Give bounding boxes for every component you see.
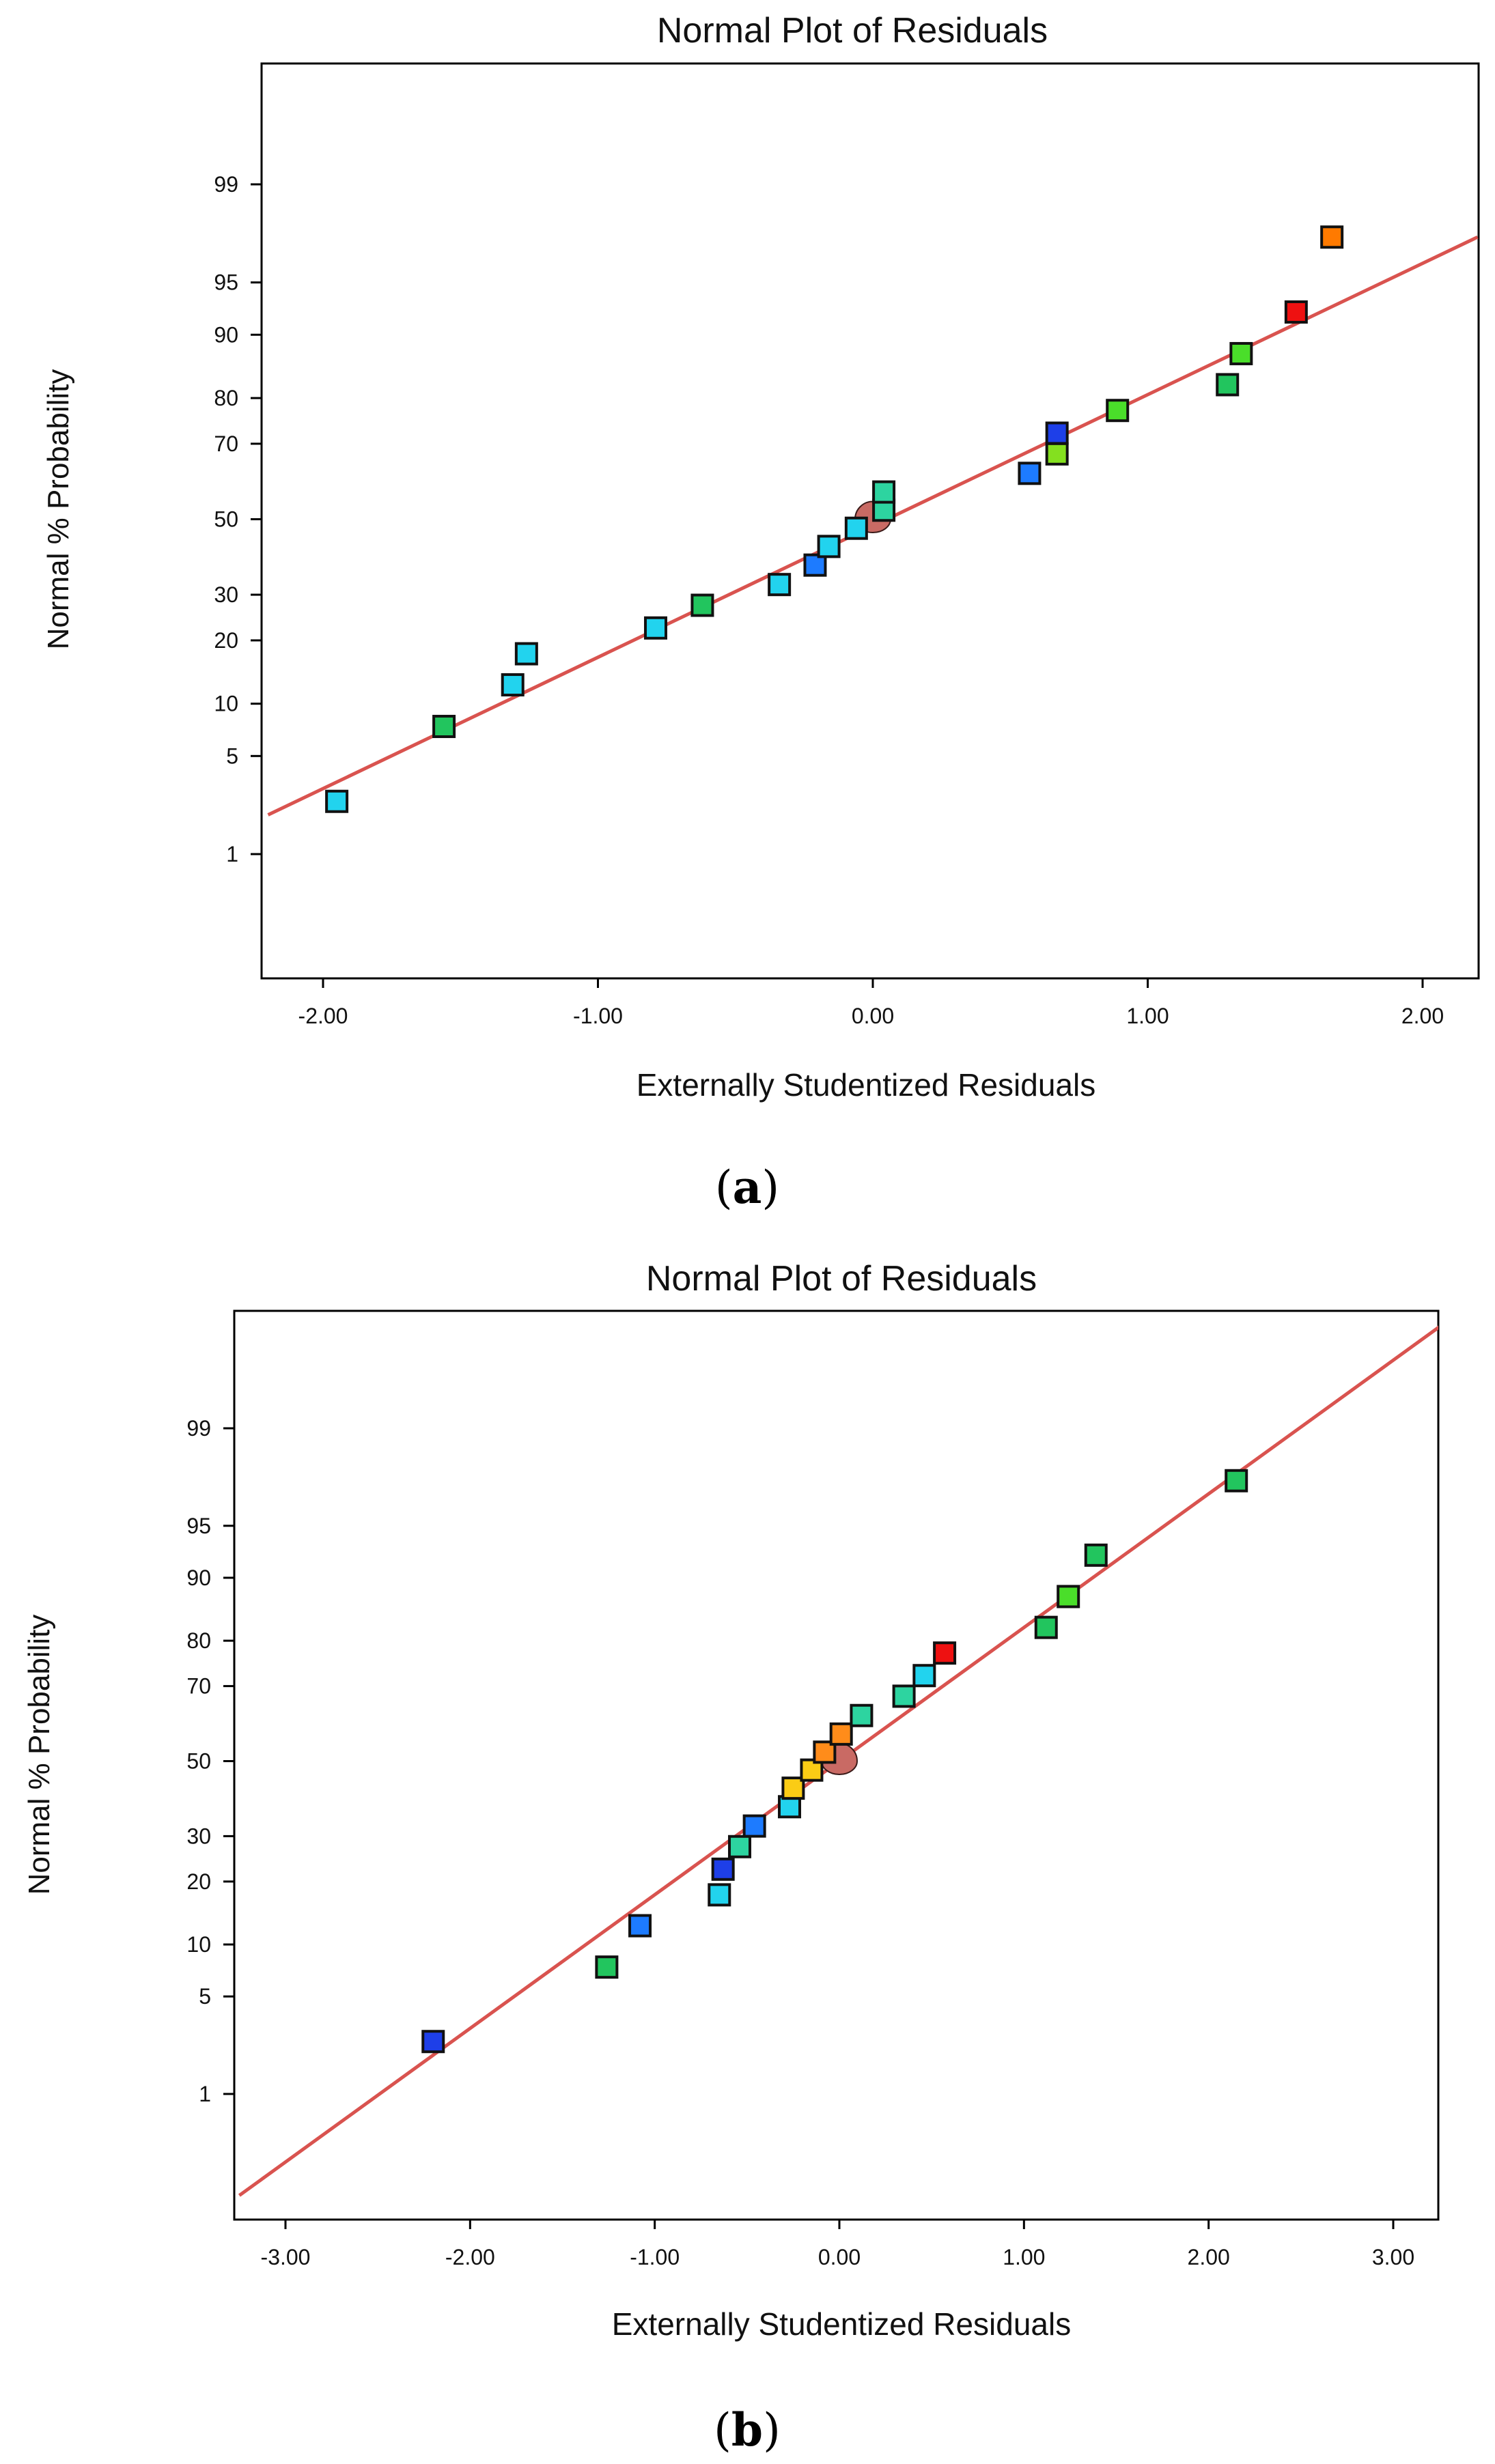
- y-tick-label: 30: [214, 582, 238, 607]
- y-tick-label: 10: [214, 692, 238, 716]
- axis-ticks: -2.00 -1.00 0.00 1.00 2.00 1 5 10 20 30 50 70 80 90 95…: [214, 172, 1444, 1028]
- data-point: [595, 1955, 619, 1979]
- y-tick-label: 10: [186, 1932, 211, 1957]
- data-point: [1225, 1469, 1248, 1492]
- data-point: [325, 789, 349, 813]
- data-point: [781, 1776, 805, 1800]
- x-axis-label: Externally Studentized Residuals: [637, 1067, 1095, 1103]
- y-tick-label: 50: [186, 1749, 211, 1774]
- y-tick-label: 95: [186, 1514, 211, 1538]
- data-point: [1018, 462, 1042, 485]
- data-point: [1229, 341, 1253, 365]
- data-marks: [238, 1325, 1438, 2197]
- data-point: [742, 1814, 766, 1838]
- data-point: [690, 593, 714, 617]
- data-point: [421, 2030, 445, 2054]
- data-point: [1045, 421, 1069, 445]
- data-point: [728, 1835, 752, 1858]
- x-tick-label: -2.00: [445, 2245, 495, 2269]
- data-point: [829, 1722, 853, 1746]
- data-point: [432, 715, 456, 739]
- data-point: [628, 1914, 652, 1938]
- chart-title: Normal Plot of Residuals: [646, 1259, 1037, 1299]
- data-point: [850, 1703, 874, 1727]
- data-point: [501, 673, 525, 697]
- chart-b: Normal Plot of Residuals Normal % Probab…: [23, 1259, 1440, 2342]
- data-point: [813, 1740, 837, 1764]
- x-tick-label: 0.00: [852, 1004, 894, 1028]
- data-point: [768, 573, 792, 597]
- y-tick-label: 30: [186, 1824, 211, 1848]
- data-marks: [267, 225, 1479, 817]
- plot-frame: [260, 62, 1480, 980]
- data-point: [933, 1641, 957, 1665]
- y-tick-label: 95: [214, 270, 238, 295]
- data-point: [1320, 225, 1344, 249]
- data-point: [1057, 1585, 1080, 1609]
- data-point: [1216, 373, 1240, 397]
- data-point: [1284, 300, 1308, 324]
- y-tick-label: 90: [186, 1566, 211, 1590]
- y-tick-label: 80: [186, 1628, 211, 1653]
- data-point: [817, 535, 841, 558]
- x-tick-label: 0.00: [818, 2245, 861, 2269]
- axis-ticks: -3.00 -2.00 -1.00 0.00 1.00 2.00 3.00 1 5 10 20 30 5…: [186, 1416, 1414, 2269]
- y-tick-label: 70: [214, 431, 238, 456]
- x-axis-label: Externally Studentized Residuals: [612, 2306, 1071, 2342]
- x-tick-label: 2.00: [1188, 2245, 1230, 2269]
- y-tick-label: 5: [199, 1984, 211, 2009]
- data-point: [514, 642, 538, 666]
- x-tick-label: 3.00: [1372, 2245, 1414, 2269]
- y-tick-label: 80: [214, 386, 238, 410]
- x-tick-label: -1.00: [630, 2245, 680, 2269]
- data-point: [1045, 442, 1069, 466]
- y-tick-label: 50: [214, 507, 238, 532]
- data-point: [644, 616, 668, 640]
- panel-label-a: (a): [715, 1161, 779, 1214]
- y-tick-label: 1: [199, 2082, 211, 2106]
- data-point: [844, 516, 868, 540]
- x-tick-label: 1.00: [1126, 1004, 1169, 1028]
- chart-a: Normal Plot of Residuals Normal % Probab…: [42, 11, 1480, 1103]
- x-tick-label: 1.00: [1003, 2245, 1045, 2269]
- y-axis-label: Normal % Probability: [23, 1615, 56, 1895]
- data-point: [1106, 399, 1130, 423]
- data-point: [1034, 1615, 1058, 1639]
- chart-title: Normal Plot of Residuals: [657, 11, 1048, 51]
- data-point: [708, 1883, 731, 1907]
- data-point: [1084, 1543, 1108, 1567]
- data-point: [711, 1857, 735, 1881]
- data-point: [912, 1664, 936, 1688]
- y-tick-label: 5: [226, 744, 238, 768]
- y-tick-label: 20: [214, 628, 238, 653]
- y-tick-label: 99: [186, 1416, 211, 1441]
- y-axis-label: Normal % Probability: [42, 369, 75, 650]
- panel-label-b: (b): [714, 2403, 781, 2456]
- y-tick-label: 1: [226, 842, 238, 866]
- y-tick-label: 90: [214, 322, 238, 347]
- x-tick-label: -2.00: [298, 1004, 348, 1028]
- x-tick-label: -3.00: [261, 2245, 311, 2269]
- y-tick-label: 20: [186, 1869, 211, 1894]
- y-tick-label: 70: [186, 1674, 211, 1699]
- data-point: [892, 1684, 916, 1708]
- plot-frame: [233, 1309, 1440, 2221]
- x-tick-label: -1.00: [573, 1004, 623, 1028]
- y-tick-label: 99: [214, 172, 238, 197]
- data-point: [872, 480, 896, 504]
- x-tick-label: 2.00: [1401, 1004, 1444, 1028]
- data-point: [803, 553, 827, 577]
